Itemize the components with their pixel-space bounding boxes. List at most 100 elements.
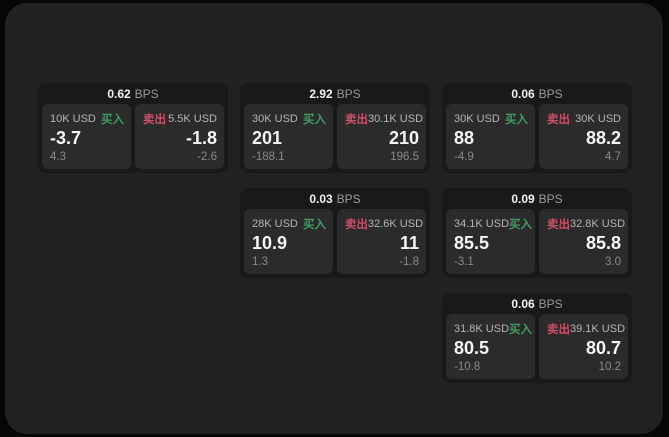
buy-side-label: 买入 bbox=[303, 219, 326, 231]
quote-card: 0.03 BPS 28K USD 买入 10.9 1.3 卖出 32.6K US… bbox=[240, 188, 430, 278]
quote-card: 2.92 BPS 30K USD 买入 201 -188.1 卖出 30.1K … bbox=[240, 83, 430, 173]
sell-amount: 5.5K USD bbox=[168, 113, 217, 125]
sell-side-label: 卖出 bbox=[143, 114, 166, 126]
buy-amount: 30K USD bbox=[454, 113, 500, 125]
quote-card: 0.06 BPS 30K USD 买入 88 -4.9 卖出 30K USD 8… bbox=[442, 83, 632, 173]
buy-panel[interactable]: 30K USD 买入 88 -4.9 bbox=[446, 104, 535, 169]
quote-panels: 30K USD 买入 201 -188.1 卖出 30.1K USD 210 1… bbox=[244, 104, 426, 169]
buy-amount: 28K USD bbox=[252, 218, 298, 230]
sell-amount: 30K USD bbox=[575, 113, 621, 125]
sell-header-row: 卖出 30K USD bbox=[547, 111, 621, 127]
quote-panels: 30K USD 买入 88 -4.9 卖出 30K USD 88.2 4.7 bbox=[446, 104, 628, 169]
sell-panel[interactable]: 卖出 5.5K USD -1.8 -2.6 bbox=[135, 104, 224, 169]
sell-panel[interactable]: 卖出 39.1K USD 80.7 10.2 bbox=[539, 314, 628, 379]
sell-delta: 4.7 bbox=[605, 150, 621, 163]
bps-value: 0.06 bbox=[511, 86, 535, 101]
column-1: 0.62 BPS 10K USD 买入 -3.7 4.3 卖出 5.5K USD… bbox=[38, 83, 228, 173]
sell-panel[interactable]: 卖出 30.1K USD 210 196.5 bbox=[337, 104, 426, 169]
buy-header-row: 30K USD 买入 bbox=[454, 111, 528, 127]
bps-unit-label: BPS bbox=[538, 191, 563, 206]
buy-delta: -10.8 bbox=[454, 360, 481, 373]
buy-side-label: 买入 bbox=[303, 114, 326, 126]
sell-amount: 32.6K USD bbox=[368, 218, 424, 230]
sell-delta: -1.8 bbox=[399, 255, 419, 268]
sell-amount: 39.1K USD bbox=[570, 323, 626, 335]
buy-delta: -188.1 bbox=[252, 150, 285, 163]
bps-unit-label: BPS bbox=[134, 86, 159, 101]
sell-header-row: 卖出 39.1K USD bbox=[547, 321, 625, 337]
sell-header-row: 卖出 5.5K USD bbox=[143, 111, 217, 127]
bps-header: 2.92 BPS bbox=[244, 83, 426, 104]
buy-delta: -3.1 bbox=[454, 255, 474, 268]
column-2: 2.92 BPS 30K USD 买入 201 -188.1 卖出 30.1K … bbox=[240, 83, 430, 278]
bps-unit-label: BPS bbox=[538, 296, 563, 311]
sell-price: 11 bbox=[399, 233, 419, 254]
buy-panel[interactable]: 31.8K USD 买入 80.5 -10.8 bbox=[446, 314, 535, 379]
buy-panel[interactable]: 10K USD 买入 -3.7 4.3 bbox=[42, 104, 131, 169]
sell-side-label: 卖出 bbox=[547, 114, 570, 126]
quote-panels: 28K USD 买入 10.9 1.3 卖出 32.6K USD 11 -1.8 bbox=[244, 209, 426, 274]
sell-side-label: 卖出 bbox=[547, 219, 570, 231]
buy-price: -3.7 bbox=[50, 128, 82, 149]
buy-side-label: 买入 bbox=[505, 114, 528, 126]
bps-value: 0.06 bbox=[511, 296, 535, 311]
sell-side-label: 卖出 bbox=[547, 324, 570, 336]
buy-panel[interactable]: 34.1K USD 买入 85.5 -3.1 bbox=[446, 209, 535, 274]
buy-header-row: 30K USD 买入 bbox=[252, 111, 326, 127]
sell-side-label: 卖出 bbox=[345, 114, 368, 126]
bps-unit-label: BPS bbox=[336, 86, 361, 101]
sell-panel[interactable]: 卖出 32.8K USD 85.8 3.0 bbox=[539, 209, 628, 274]
sell-delta: 3.0 bbox=[605, 255, 621, 268]
buy-header-row: 10K USD 买入 bbox=[50, 111, 124, 127]
buy-price: 88 bbox=[454, 128, 475, 149]
buy-price: 85.5 bbox=[454, 233, 490, 254]
bps-header: 0.62 BPS bbox=[42, 83, 224, 104]
bps-header: 0.09 BPS bbox=[446, 188, 628, 209]
column-3: 0.06 BPS 30K USD 买入 88 -4.9 卖出 30K USD 8… bbox=[442, 83, 632, 383]
quote-panels: 34.1K USD 买入 85.5 -3.1 卖出 32.8K USD 85.8… bbox=[446, 209, 628, 274]
buy-header-row: 31.8K USD 买入 bbox=[454, 321, 532, 337]
bps-header: 0.06 BPS bbox=[446, 83, 628, 104]
buy-header-row: 28K USD 买入 bbox=[252, 216, 326, 232]
sell-delta: 10.2 bbox=[598, 360, 621, 373]
sell-price: 80.7 bbox=[585, 338, 621, 359]
sell-amount: 30.1K USD bbox=[368, 113, 424, 125]
sell-panel[interactable]: 卖出 32.6K USD 11 -1.8 bbox=[337, 209, 426, 274]
buy-amount: 34.1K USD bbox=[454, 218, 510, 230]
bps-unit-label: BPS bbox=[336, 191, 361, 206]
sell-header-row: 卖出 32.8K USD bbox=[547, 216, 625, 232]
bps-header: 0.03 BPS bbox=[244, 188, 426, 209]
app-window: 0.62 BPS 10K USD 买入 -3.7 4.3 卖出 5.5K USD… bbox=[5, 3, 663, 434]
buy-price: 10.9 bbox=[252, 233, 288, 254]
buy-delta: -4.9 bbox=[454, 150, 474, 163]
sell-delta: -2.6 bbox=[197, 150, 217, 163]
quote-panels: 31.8K USD 买入 80.5 -10.8 卖出 39.1K USD 80.… bbox=[446, 314, 628, 379]
buy-side-label: 买入 bbox=[101, 114, 124, 126]
quote-card: 0.06 BPS 31.8K USD 买入 80.5 -10.8 卖出 39.1… bbox=[442, 293, 632, 383]
buy-panel[interactable]: 28K USD 买入 10.9 1.3 bbox=[244, 209, 333, 274]
buy-header-row: 34.1K USD 买入 bbox=[454, 216, 532, 232]
buy-panel[interactable]: 30K USD 买入 201 -188.1 bbox=[244, 104, 333, 169]
sell-delta: 196.5 bbox=[390, 150, 419, 163]
quote-panels: 10K USD 买入 -3.7 4.3 卖出 5.5K USD -1.8 -2.… bbox=[42, 104, 224, 169]
quote-card: 0.09 BPS 34.1K USD 买入 85.5 -3.1 卖出 32.8K… bbox=[442, 188, 632, 278]
buy-amount: 31.8K USD bbox=[454, 323, 510, 335]
sell-amount: 32.8K USD bbox=[570, 218, 626, 230]
sell-panel[interactable]: 卖出 30K USD 88.2 4.7 bbox=[539, 104, 628, 169]
buy-delta: 4.3 bbox=[50, 150, 66, 163]
sell-price: -1.8 bbox=[185, 128, 217, 149]
buy-price: 80.5 bbox=[454, 338, 490, 359]
buy-price: 201 bbox=[252, 128, 283, 149]
buy-side-label: 买入 bbox=[509, 324, 533, 336]
bps-unit-label: BPS bbox=[538, 86, 563, 101]
bps-header: 0.06 BPS bbox=[446, 293, 628, 314]
buy-side-label: 买入 bbox=[509, 219, 533, 231]
bps-value: 2.92 bbox=[309, 86, 333, 101]
buy-amount: 30K USD bbox=[252, 113, 298, 125]
buy-amount: 10K USD bbox=[50, 113, 96, 125]
bps-value: 0.62 bbox=[107, 86, 131, 101]
sell-side-label: 卖出 bbox=[345, 219, 368, 231]
sell-price: 85.8 bbox=[585, 233, 621, 254]
sell-header-row: 卖出 30.1K USD bbox=[345, 111, 423, 127]
sell-price: 210 bbox=[388, 128, 419, 149]
